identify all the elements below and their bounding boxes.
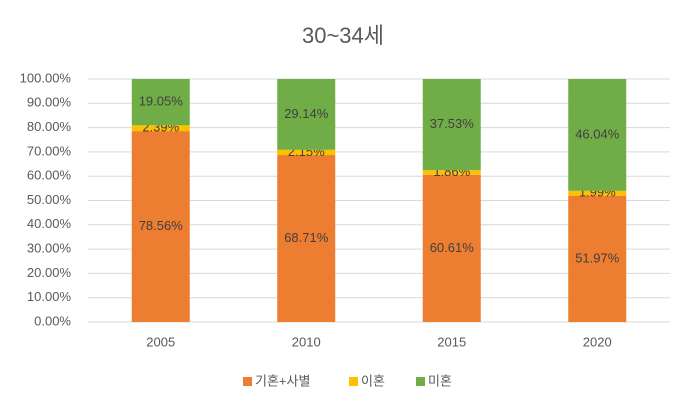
- y-tick-label: 20.00%: [27, 265, 72, 280]
- x-tick-label: 2015: [437, 334, 466, 349]
- value-label: 68.71%: [284, 230, 329, 245]
- bar-segment: [422, 174, 481, 322]
- chart-title: 30~34세: [302, 23, 384, 48]
- bar-segment: [131, 79, 190, 126]
- bar-segment: [422, 79, 481, 171]
- bar-segment: [277, 155, 336, 322]
- y-tick-label: 60.00%: [27, 168, 72, 183]
- value-label: 78.56%: [139, 218, 184, 233]
- legend-label: 기혼+사별: [255, 373, 310, 388]
- y-tick-label: 80.00%: [27, 119, 72, 134]
- bar-segment: [277, 79, 336, 150]
- x-tick-label: 2020: [583, 334, 612, 349]
- x-tick-label: 2010: [292, 334, 321, 349]
- value-label: 37.53%: [430, 116, 475, 131]
- legend-marker: [243, 377, 252, 386]
- y-tick-label: 50.00%: [27, 192, 72, 207]
- bar-segment: [568, 79, 627, 191]
- y-tick-label: 100.00%: [20, 70, 72, 85]
- bar-segment: [422, 170, 481, 175]
- bar-segment: [131, 125, 190, 132]
- value-label: 19.05%: [139, 94, 184, 109]
- legend-label: 이혼: [361, 373, 385, 388]
- y-tick-label: 30.00%: [27, 241, 72, 256]
- bar-segment: [131, 131, 190, 322]
- legend-marker: [349, 377, 358, 386]
- value-label: 60.61%: [430, 240, 475, 255]
- value-label: 51.97%: [575, 250, 620, 265]
- x-tick-label: 2005: [146, 334, 175, 349]
- bar-segment: [568, 195, 627, 322]
- y-tick-label: 0.00%: [34, 313, 71, 328]
- bar-segment: [568, 190, 627, 196]
- y-tick-label: 90.00%: [27, 95, 72, 110]
- y-tick-label: 70.00%: [27, 143, 72, 158]
- y-tick-label: 10.00%: [27, 289, 72, 304]
- y-tick-label: 40.00%: [27, 216, 72, 231]
- value-label: 46.04%: [575, 126, 620, 141]
- legend-label: 미혼: [428, 373, 452, 388]
- value-label: 29.14%: [284, 106, 329, 121]
- legend-marker: [416, 377, 425, 386]
- bar-segment: [277, 149, 336, 156]
